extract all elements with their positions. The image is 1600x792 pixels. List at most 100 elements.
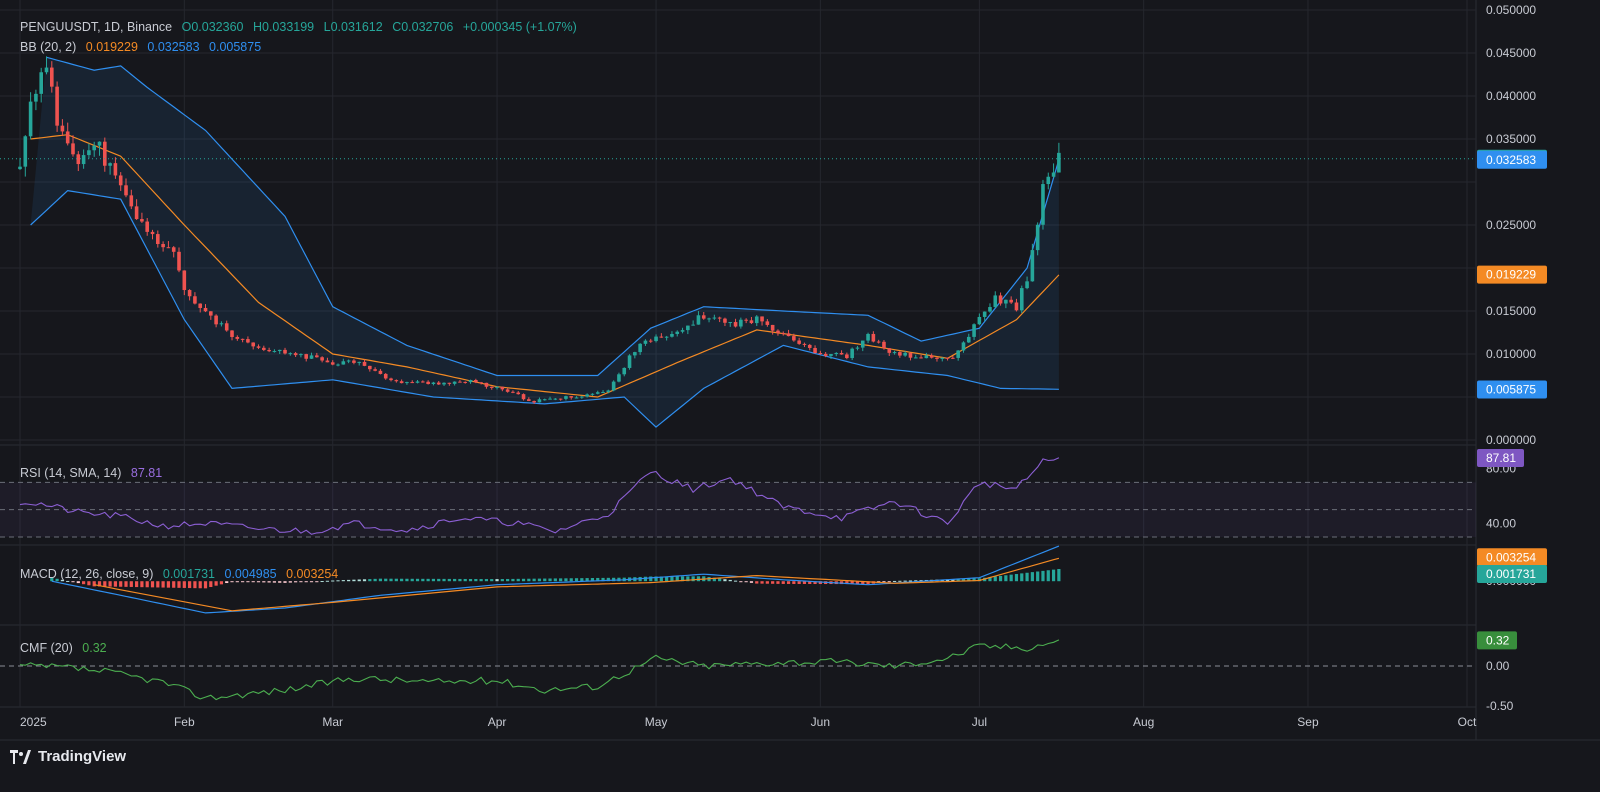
- candle-body: [982, 311, 987, 317]
- macd-hist-bar: [516, 578, 520, 582]
- candle-body: [140, 219, 144, 222]
- price-axis-label: 0.040000: [1486, 89, 1536, 103]
- macd-hist-bar: [140, 581, 144, 588]
- macd-hist-bar: [468, 578, 473, 582]
- macd-hist-bar: [686, 576, 690, 582]
- macd-hist-bar: [262, 581, 266, 583]
- candle-body: [972, 324, 976, 337]
- macd-hist-bar: [961, 578, 966, 582]
- macd-hist-bar: [553, 578, 557, 582]
- candle-body: [177, 251, 181, 271]
- candle-body: [368, 365, 372, 370]
- macd-hist-bar: [336, 580, 340, 582]
- candle-body: [458, 381, 462, 383]
- macd-hist-bar: [124, 581, 128, 587]
- macd-hist-bar: [903, 580, 907, 582]
- macd-hist-bar: [786, 581, 791, 584]
- rsi-value: 87.81: [130, 466, 163, 480]
- candle-body: [65, 131, 70, 144]
- macd-hist-bar: [103, 581, 107, 587]
- candle-body: [686, 325, 690, 331]
- candle-body: [346, 360, 351, 362]
- macd-hist-bar: [665, 576, 669, 582]
- candle-body: [802, 343, 807, 345]
- candle-body: [103, 141, 107, 166]
- macd-hist-bar: [76, 581, 80, 584]
- candle-body: [108, 163, 112, 166]
- macd-hist-bar: [331, 580, 335, 582]
- macd-value-tag: 0.001731: [1486, 567, 1536, 581]
- candle-body: [829, 353, 833, 356]
- macd-hist-bar: [50, 577, 54, 582]
- candle-body: [754, 316, 759, 324]
- candle-body: [966, 336, 971, 343]
- macd-hist-bar: [325, 580, 330, 582]
- candle-body: [1014, 302, 1019, 311]
- candle-body: [315, 355, 319, 358]
- macd-hist-bar: [1051, 569, 1056, 582]
- macd-hist-bar: [612, 577, 616, 582]
- candle-body: [569, 396, 574, 398]
- macd-hist-bar: [161, 581, 165, 588]
- candle-body: [707, 318, 711, 320]
- candle-body: [60, 125, 65, 132]
- price-tag-bg: [1477, 150, 1547, 169]
- macd-hist-bar: [850, 581, 854, 585]
- candle-body: [670, 333, 674, 337]
- macd-hist-bar: [733, 580, 738, 582]
- macd-hist-bar: [988, 577, 992, 582]
- macd-hist-bar: [977, 578, 981, 582]
- candle-body: [537, 399, 542, 403]
- macd-hist-bar: [357, 579, 361, 582]
- tradingview-brand[interactable]: TradingView: [10, 748, 126, 765]
- candle-body: [50, 67, 54, 87]
- macd-hist-bar: [172, 581, 176, 588]
- candle-body: [479, 382, 483, 384]
- macd-hist-bar: [256, 581, 261, 583]
- bb-upper-value: 0.032583: [147, 40, 200, 54]
- macd-hist-bar: [855, 581, 860, 585]
- macd-hist-bar: [659, 576, 663, 582]
- macd-hist-bar: [585, 578, 589, 582]
- candle-body: [267, 349, 271, 352]
- symbol-label: PENGUUSDT, 1D, Binance: [20, 20, 173, 34]
- candle-body: [309, 355, 314, 359]
- candle-body: [882, 341, 886, 349]
- macd-hist-bar: [914, 580, 918, 582]
- candle-body: [860, 340, 865, 348]
- macd-hist-bar: [214, 581, 218, 586]
- macd-hist-bar: [967, 578, 971, 582]
- price-tag-label: 0.005875: [1486, 382, 1536, 396]
- candle-body: [118, 175, 123, 186]
- macd-hist-bar: [712, 577, 716, 582]
- candle-body: [1057, 152, 1061, 173]
- macd-hist-bar: [818, 581, 822, 585]
- macd-hist-bar: [188, 581, 192, 589]
- macd-hist-bar: [521, 578, 526, 582]
- brand-label: TradingView: [38, 748, 127, 765]
- macd-hist-bar: [479, 579, 483, 582]
- candle-body: [405, 382, 409, 384]
- macd-hist-bar: [278, 581, 282, 583]
- candle-body: [739, 319, 743, 327]
- candle-body: [601, 391, 605, 393]
- rsi-line: [19, 457, 1060, 535]
- macd-hist-bar: [771, 581, 775, 584]
- macd-hist-bar: [580, 578, 584, 582]
- candle-body: [219, 323, 224, 325]
- candle-body: [638, 343, 642, 353]
- macd-hist-bar: [400, 578, 404, 582]
- candle-body: [511, 391, 515, 393]
- candle-body: [648, 340, 653, 342]
- macd-hist-bar: [670, 576, 674, 582]
- candle-body: [590, 393, 595, 395]
- macd-hist-bar: [415, 578, 420, 582]
- macd-hist-bar: [898, 580, 902, 582]
- macd-hist-bar: [776, 581, 780, 584]
- macd-hist-bar: [643, 576, 648, 582]
- macd-hist-bar: [431, 578, 436, 582]
- price-tag-label: 0.032583: [1486, 153, 1536, 167]
- macd-hist-bar: [113, 581, 118, 587]
- candle-body: [516, 392, 521, 395]
